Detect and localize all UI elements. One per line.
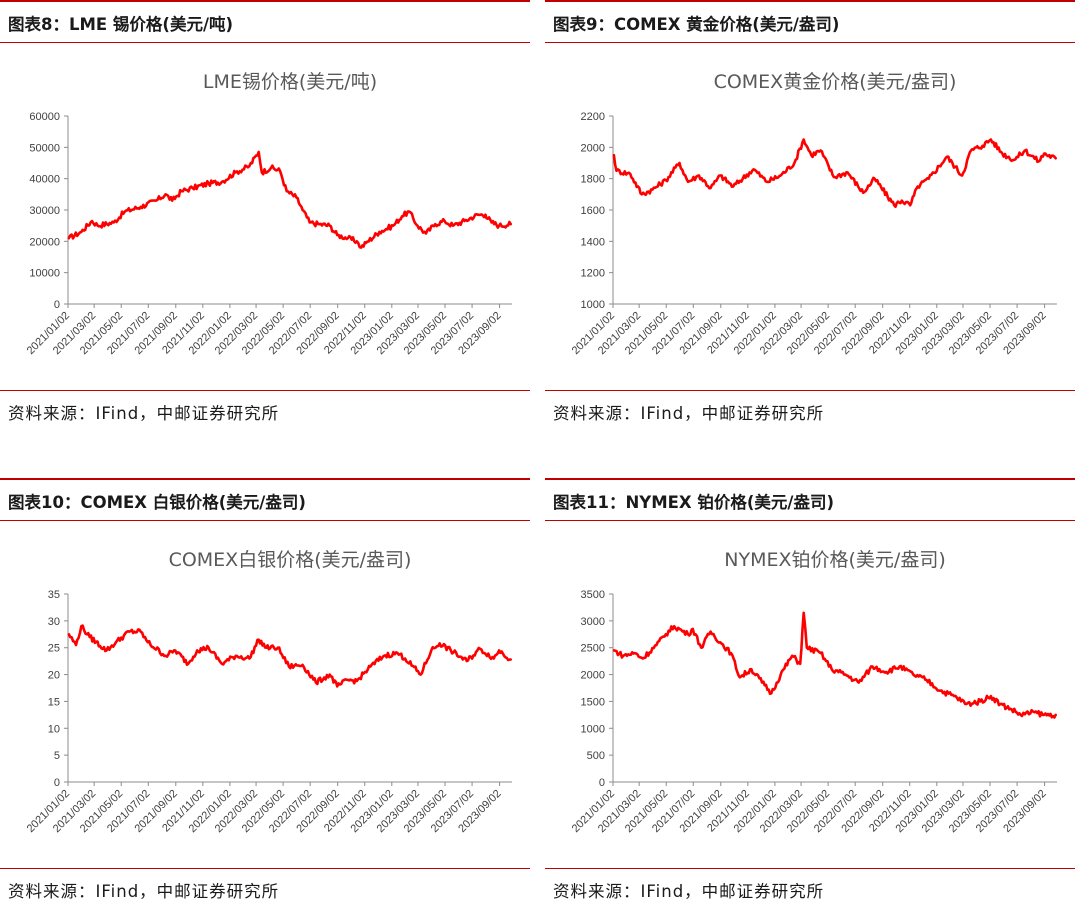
y-tick-label: 50000 [29, 142, 60, 154]
y-tick-label: 5 [54, 750, 60, 762]
figure-title: 图表8：LME 锡价格(美元/吨) [8, 15, 234, 34]
y-tick-label: 1800 [581, 174, 605, 186]
source-divider [545, 390, 1075, 391]
y-tick-label: 3000 [581, 616, 605, 628]
y-tick-label: 30000 [29, 205, 60, 217]
figure-11-panel: 图表11：NYMEX 铂价格(美元/盎司) NYMEX铂价格(美元/盎司) 0 50… [545, 478, 1075, 918]
figure-10-panel: 图表10：COMEX 白银价格(美元/盎司) COMEX白银价格(美元/盎司) 0… [0, 478, 530, 918]
y-tick-label: 1000 [581, 723, 605, 735]
price-series-line [612, 611, 1057, 719]
y-tick-label: 0 [599, 777, 605, 789]
y-tick-label: 20 [48, 670, 60, 682]
y-tick-label: 10 [48, 723, 60, 735]
source-divider [545, 868, 1075, 869]
y-tick-label: 10000 [29, 268, 60, 280]
y-tick-label: 2500 [581, 643, 605, 655]
figure-title-bar: 图表11：NYMEX 铂价格(美元/盎司) [545, 478, 1075, 521]
y-tick-label: 25 [48, 643, 60, 655]
platinum-price-chart: NYMEX铂价格(美元/盎司) 0 500 1000 1500 2000 2500 3000 3… [570, 549, 1057, 835]
price-series-line [67, 624, 512, 688]
price-series-line [67, 150, 512, 249]
y-tick-label: 2000 [581, 142, 605, 154]
tin-price-chart: LME锡价格(美元/吨) 0 10000 20000 30000 40000 50000 60… [25, 71, 512, 357]
figure-title: 图表10：COMEX 白银价格(美元/盎司) [8, 493, 306, 512]
y-tick-label: 1400 [581, 236, 605, 248]
data-source-note: 资料来源：IFind，中邮证券研究所 [553, 882, 825, 901]
data-source-note: 资料来源：IFind，中邮证券研究所 [8, 404, 280, 423]
source-divider [0, 390, 530, 391]
y-tick-label: 1600 [581, 205, 605, 217]
chart-title: NYMEX铂价格(美元/盎司) [724, 549, 945, 571]
chart-title: COMEX白银价格(美元/盎司) [169, 549, 412, 571]
y-tick-label: 0 [54, 777, 60, 789]
y-tick-label: 20000 [29, 236, 60, 248]
figure-8-panel: 图表8：LME 锡价格(美元/吨) LME锡价格(美元/吨) 0 10000 2000… [0, 0, 530, 440]
y-tick-label: 0 [54, 299, 60, 311]
figure-title: 图表11：NYMEX 铂价格(美元/盎司) [553, 493, 834, 512]
figure-9-panel: 图表9：COMEX 黄金价格(美元/盎司) COMEX黄金价格(美元/盎司) 10… [545, 0, 1075, 440]
y-tick-label: 35 [48, 589, 60, 601]
figure-title: 图表9：COMEX 黄金价格(美元/盎司) [553, 15, 840, 34]
figure-title-bar: 图表8：LME 锡价格(美元/吨) [0, 0, 530, 43]
chart-title: COMEX黄金价格(美元/盎司) [714, 71, 957, 93]
y-tick-label: 30 [48, 616, 60, 628]
y-tick-label: 2000 [581, 670, 605, 682]
price-series-line [612, 138, 1057, 209]
y-tick-label: 500 [587, 750, 605, 762]
y-tick-label: 1000 [581, 299, 605, 311]
y-tick-label: 2200 [581, 111, 605, 123]
data-source-note: 资料来源：IFind，中邮证券研究所 [8, 882, 280, 901]
y-tick-label: 15 [48, 696, 60, 708]
source-divider [0, 868, 530, 869]
y-tick-label: 40000 [29, 174, 60, 186]
y-tick-label: 3500 [581, 589, 605, 601]
silver-price-chart: COMEX白银价格(美元/盎司)051015202530352021/01/02… [25, 549, 512, 835]
y-tick-label: 1200 [581, 268, 605, 280]
y-tick-label: 60000 [29, 111, 60, 123]
data-source-note: 资料来源：IFind，中邮证券研究所 [553, 404, 825, 423]
figure-title-bar: 图表9：COMEX 黄金价格(美元/盎司) [545, 0, 1075, 43]
y-tick-label: 1500 [581, 696, 605, 708]
gold-price-chart: COMEX黄金价格(美元/盎司) 1000 1200 1400 1600 1800 2000… [570, 71, 1057, 357]
figure-title-bar: 图表10：COMEX 白银价格(美元/盎司) [0, 478, 530, 521]
chart-title: LME锡价格(美元/吨) [203, 71, 377, 93]
